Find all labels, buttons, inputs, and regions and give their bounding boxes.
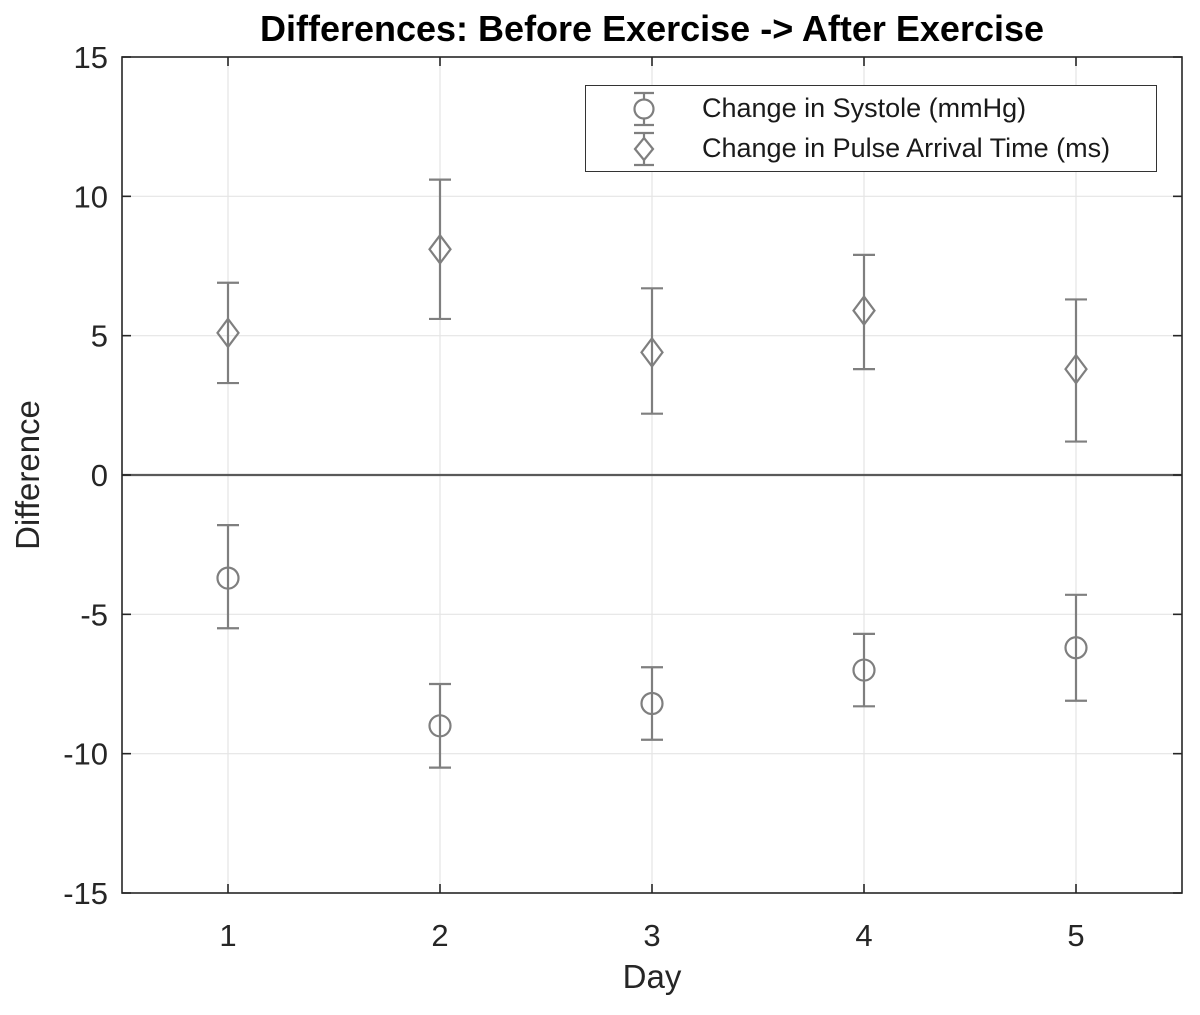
legend-item-pulse-arrival: Change in Pulse Arrival Time (ms) [586, 129, 1156, 169]
legend-label-pulse-arrival: Change in Pulse Arrival Time (ms) [702, 133, 1111, 163]
y-tick-label: 15 [74, 40, 108, 75]
y-tick-label: -15 [63, 876, 108, 911]
x-axis-label: Day [622, 958, 682, 995]
data-marker-diamond [852, 294, 876, 327]
errorbar-circle-marker-icon [586, 91, 702, 127]
y-tick-label: -10 [63, 737, 108, 772]
y-tick-label: 5 [91, 319, 108, 354]
y-tick-label: 10 [74, 179, 108, 214]
data-marker-circle [216, 566, 240, 590]
data-marker-circle [640, 691, 664, 716]
x-tick-label: 5 [1067, 918, 1084, 953]
data-marker-circle [1064, 636, 1088, 660]
x-tick-label: 4 [855, 918, 872, 953]
data-marker-diamond [216, 317, 240, 349]
data-marker-diamond [1064, 353, 1088, 385]
legend: Change in Systole (mmHg) Change in Pulse… [585, 85, 1157, 172]
data-marker-diamond [428, 233, 452, 266]
x-tick-label: 1 [219, 918, 236, 953]
legend-label-systole: Change in Systole (mmHg) [702, 93, 1027, 123]
y-tick-label: -5 [80, 597, 108, 632]
legend-item-systole: Change in Systole (mmHg) [586, 89, 1156, 129]
y-tick-label: 0 [91, 458, 108, 493]
data-marker-circle [852, 658, 876, 682]
x-tick-label: 3 [643, 918, 660, 953]
errorbar-diamond-marker-icon [586, 131, 702, 167]
chart-title: Differences: Before Exercise -> After Ex… [259, 8, 1045, 49]
data-marker-diamond [640, 336, 664, 369]
x-tick-label: 2 [431, 918, 448, 953]
data-marker-circle [428, 714, 452, 738]
y-axis-label: Difference [9, 400, 46, 550]
